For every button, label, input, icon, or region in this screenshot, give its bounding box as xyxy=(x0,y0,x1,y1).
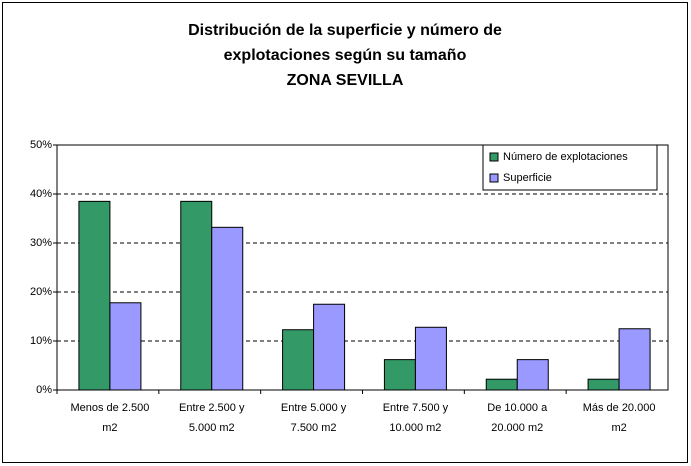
x-tick-label: Más de 20.000 xyxy=(583,402,656,414)
x-tick-label: 20.000 m2 xyxy=(491,422,543,434)
y-tick-label: 50% xyxy=(30,139,52,151)
bar xyxy=(587,378,620,391)
bar xyxy=(313,303,346,391)
bar xyxy=(78,200,111,391)
bar xyxy=(282,329,315,391)
legend-label: Superficie xyxy=(503,172,552,184)
bar xyxy=(383,359,416,391)
bar xyxy=(211,226,244,391)
x-tick-label: m2 xyxy=(102,422,117,434)
x-tick-label: 5.000 m2 xyxy=(189,422,235,434)
x-tick-label: Menos de 2.500 xyxy=(70,402,149,414)
x-tick-label: De 10.000 a xyxy=(487,402,548,414)
bar xyxy=(618,328,651,391)
legend-swatch xyxy=(489,152,499,162)
chart-title: Distribución de la superficie y número d… xyxy=(188,22,502,39)
y-tick-label: 10% xyxy=(30,335,52,347)
x-tick-label: Entre 2.500 y xyxy=(179,402,245,414)
x-tick-label: 7.500 m2 xyxy=(291,422,337,434)
y-tick-label: 30% xyxy=(30,237,52,249)
bar xyxy=(180,200,213,391)
y-tick-label: 40% xyxy=(30,188,52,200)
x-tick-label: m2 xyxy=(611,422,626,434)
x-tick-label: Entre 5.000 y xyxy=(281,402,347,414)
chart-title: ZONA SEVILLA xyxy=(287,72,404,89)
legend xyxy=(482,144,658,191)
bar xyxy=(109,302,142,391)
y-tick-label: 20% xyxy=(30,286,52,298)
chart-title: explotaciones según su tamaño xyxy=(224,47,467,64)
legend-swatch xyxy=(489,173,499,183)
bar xyxy=(516,359,549,391)
legend-label: Número de explotaciones xyxy=(503,151,628,163)
y-tick-label: 0% xyxy=(36,384,52,396)
bar xyxy=(485,378,518,391)
x-tick-label: Entre 7.500 y xyxy=(383,402,449,414)
x-tick-label: 10.000 m2 xyxy=(389,422,441,434)
bar xyxy=(414,326,447,391)
